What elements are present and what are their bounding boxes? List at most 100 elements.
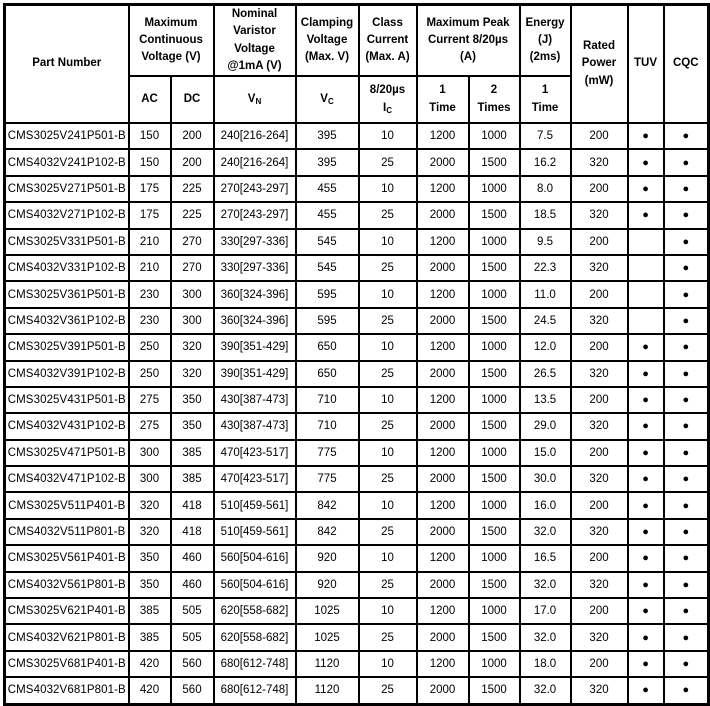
cqc-certified-dot-icon: ● xyxy=(682,605,690,618)
cell-vc: 1025 xyxy=(294,597,360,626)
table-row: CMS4032V511P801-B 320 418 510[459-561] 842 25… xyxy=(3,517,710,547)
cell-part-number: CMS3025V361P501-B xyxy=(3,280,130,309)
cell-part-number: CMS4032V391P102-B xyxy=(3,359,130,388)
cell-dc: 460 xyxy=(169,570,215,600)
cqc-certified-dot-icon: ● xyxy=(682,526,690,539)
table-row: CMS3025V361P501-B 230 300 360[324-396] 595 10… xyxy=(3,280,710,309)
cell-vn: 330[297-336] xyxy=(212,253,297,283)
cell-peak-1-time: 1200 xyxy=(415,491,470,520)
cell-rated-power: 200 xyxy=(569,280,629,309)
cell-tuv: ● xyxy=(626,491,665,520)
cqc-certified-dot-icon: ● xyxy=(682,499,690,512)
table-row: CMS3025V241P501-B 150 200 240[216-264] 395 10… xyxy=(3,121,710,151)
cell-vn: 560[504-616] xyxy=(212,570,297,600)
cell-peak-1-time: 1200 xyxy=(415,333,470,362)
cell-vn: 270[243-297] xyxy=(212,174,297,204)
cell-tuv xyxy=(626,306,665,336)
cell-dc: 560 xyxy=(169,676,215,706)
cell-vn: 680[612-748] xyxy=(212,649,297,679)
cell-ac: 230 xyxy=(127,306,172,336)
cell-peak-1-time: 1200 xyxy=(415,544,470,573)
cell-peak-2-times: 1000 xyxy=(467,121,521,151)
cell-peak-1-time: 1200 xyxy=(415,597,470,626)
cell-cqc: ● xyxy=(662,623,710,652)
cell-ac: 300 xyxy=(127,465,172,494)
cell-energy-1-time: 7.5 xyxy=(518,121,572,151)
vc-symbol: V xyxy=(320,92,328,105)
cell-ic: 25 xyxy=(357,517,418,547)
cell-vc: 455 xyxy=(294,174,360,204)
cell-part-number: CMS3025V431P501-B xyxy=(3,385,130,415)
vn-subscript: N xyxy=(255,96,262,106)
cell-energy-1-time: 9.5 xyxy=(518,227,572,256)
cell-vn: 240[216-264] xyxy=(212,121,297,151)
cell-peak-1-time: 1200 xyxy=(415,174,470,204)
cell-tuv: ● xyxy=(626,438,665,468)
cell-rated-power: 320 xyxy=(569,148,629,177)
cell-ac: 150 xyxy=(127,148,172,177)
cell-peak-2-times: 1000 xyxy=(467,597,521,626)
cell-tuv: ● xyxy=(626,517,665,547)
cell-peak-2-times: 1500 xyxy=(467,201,521,230)
ic-symbol: I xyxy=(383,101,387,114)
cell-rated-power: 320 xyxy=(569,306,629,336)
table-row: CMS3025V431P501-B 275 350 430[387-473] 710 10… xyxy=(3,385,710,415)
cell-peak-2-times: 1500 xyxy=(467,676,521,706)
cell-vc: 775 xyxy=(294,438,360,468)
cell-peak-2-times: 1500 xyxy=(467,465,521,494)
cqc-certified-dot-icon: ● xyxy=(682,367,690,380)
cell-tuv: ● xyxy=(626,359,665,388)
cell-ic: 25 xyxy=(357,465,418,494)
cell-tuv: ● xyxy=(626,570,665,600)
cell-peak-2-times: 1500 xyxy=(467,570,521,600)
cell-vc: 395 xyxy=(294,148,360,177)
cell-part-number: CMS4032V331P102-B xyxy=(3,253,130,283)
cell-peak-1-time: 1200 xyxy=(415,438,470,468)
cell-ac: 210 xyxy=(127,253,172,283)
subcol-header-ic: 8/20µs IC xyxy=(357,75,418,124)
cell-ac: 320 xyxy=(127,517,172,547)
cell-peak-1-time: 1200 xyxy=(415,280,470,309)
cell-rated-power: 200 xyxy=(569,597,629,626)
cell-dc: 225 xyxy=(169,201,215,230)
cell-vc: 650 xyxy=(294,333,360,362)
col-header-cqc: CQC xyxy=(662,3,710,124)
cell-tuv: ● xyxy=(626,148,665,177)
cell-cqc: ● xyxy=(662,174,710,204)
cell-tuv xyxy=(626,253,665,283)
col-header-max-peak-current: Maximum Peak Current 8/20µs (A) xyxy=(415,3,521,77)
cell-vc: 920 xyxy=(294,544,360,573)
cell-peak-2-times: 1000 xyxy=(467,491,521,520)
cell-dc: 270 xyxy=(169,253,215,283)
cell-rated-power: 320 xyxy=(569,623,629,652)
cell-tuv: ● xyxy=(626,201,665,230)
cell-vc: 1120 xyxy=(294,676,360,706)
cell-tuv: ● xyxy=(626,385,665,415)
cell-tuv xyxy=(626,227,665,256)
cell-vc: 395 xyxy=(294,121,360,151)
tuv-certified-dot-icon: ● xyxy=(642,526,649,539)
cell-peak-1-time: 2000 xyxy=(415,676,470,706)
cell-peak-2-times: 1000 xyxy=(467,174,521,204)
col-header-energy: Energy (J) (2ms) xyxy=(518,3,572,77)
cell-peak-2-times: 1500 xyxy=(467,359,521,388)
tuv-certified-dot-icon: ● xyxy=(642,182,649,195)
vn-symbol: V xyxy=(247,92,256,105)
cell-rated-power: 200 xyxy=(569,227,629,256)
cell-ac: 320 xyxy=(127,491,172,520)
table-row: CMS4032V271P102-B 175 225 270[243-297] 455 25… xyxy=(3,201,710,230)
table-row: CMS4032V431P102-B 275 350 430[387-473] 710 25… xyxy=(3,412,710,441)
cell-cqc: ● xyxy=(662,438,710,468)
table-row: CMS4032V361P102-B 230 300 360[324-396] 595 25… xyxy=(3,306,710,336)
cell-tuv: ● xyxy=(626,333,665,362)
cell-dc: 300 xyxy=(169,280,215,309)
cell-part-number: CMS3025V271P501-B xyxy=(3,174,130,204)
cell-peak-2-times: 1000 xyxy=(467,544,521,573)
cqc-certified-dot-icon: ● xyxy=(682,446,690,459)
cell-vn: 330[297-336] xyxy=(212,227,297,256)
cell-peak-1-time: 2000 xyxy=(415,517,470,547)
cqc-certified-dot-icon: ● xyxy=(682,314,690,327)
cell-vc: 545 xyxy=(294,253,360,283)
cqc-certified-dot-icon: ● xyxy=(682,552,690,565)
table-row: CMS3025V511P401-B 320 418 510[459-561] 842 10… xyxy=(3,491,710,520)
